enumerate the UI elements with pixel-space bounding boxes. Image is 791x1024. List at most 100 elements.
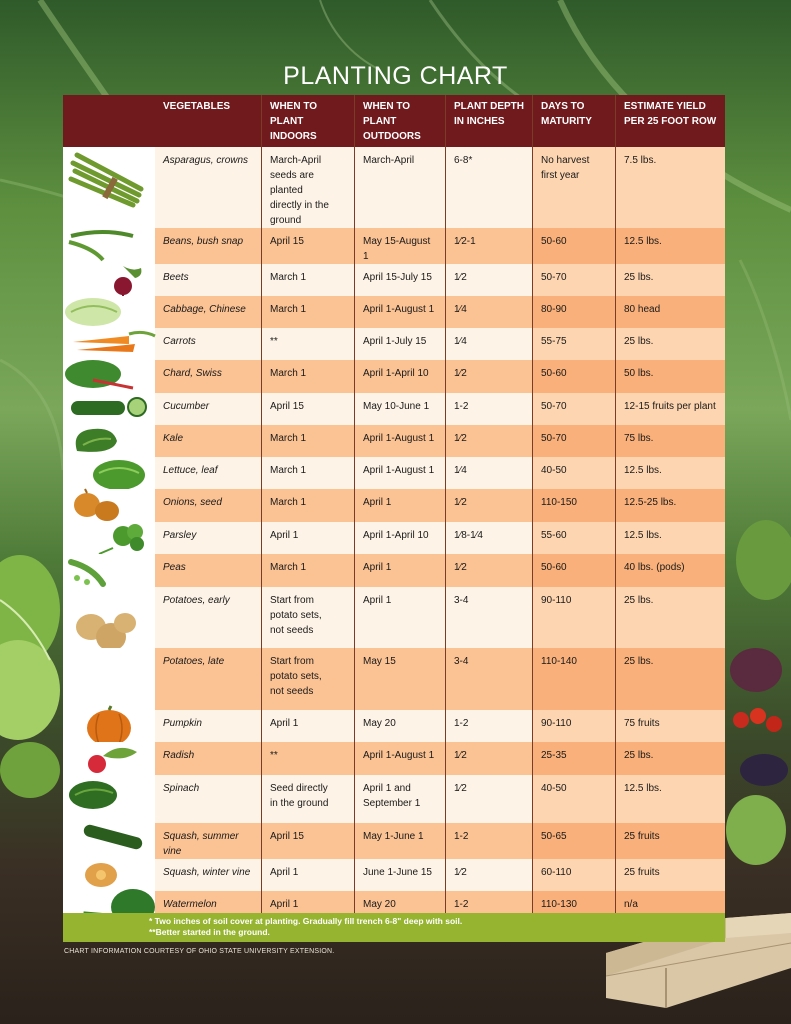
vegetable-image-cell xyxy=(63,393,155,425)
when-outdoors-cell: April 1 and September 1 xyxy=(354,775,446,823)
table-row: Onions, seed March 1 April 1 1⁄2 110-150 12.5… xyxy=(63,488,725,522)
when-indoors-cell: March 1 xyxy=(261,425,355,457)
vegetable-image-cell xyxy=(63,705,155,746)
vegetable-image-cell xyxy=(63,587,155,651)
asparagus-icon xyxy=(68,152,144,208)
plant-depth-cell: 3-4 xyxy=(445,648,533,710)
table-row: Squash, winter vine April 1 June 1-June 15… xyxy=(63,859,725,891)
table-row: Pumpkin April 1 May 20 1-2 90-110 75 fruits xyxy=(63,705,725,746)
header-image-column xyxy=(63,95,155,147)
vegetable-name: Peas xyxy=(155,554,262,587)
chard-icon xyxy=(65,360,134,390)
when-outdoors-cell: April 1 xyxy=(354,587,446,648)
days-maturity-cell: 40-50 xyxy=(532,775,616,823)
planting-chart-table: VEGETABLES WHEN TO PLANT INDOORS WHEN TO PL… xyxy=(63,95,725,941)
estimate-yield-cell: 50 lbs. xyxy=(615,360,725,393)
vegetable-image-cell xyxy=(63,296,155,328)
table-row: Kale March 1 April 1-August 1 1⁄2 50-70 75 lb… xyxy=(63,425,725,457)
days-maturity-cell: 40-50 xyxy=(532,457,616,489)
vegetable-name: Potatoes, late xyxy=(155,648,262,710)
table-row: Beets March 1 April 15-July 15 1⁄2 50-70 25 l… xyxy=(63,264,725,298)
vegetable-name: Radish xyxy=(155,742,262,775)
vegetable-name: Parsley xyxy=(155,522,262,554)
days-maturity-cell: 50-60 xyxy=(532,360,616,393)
when-outdoors-cell: April 1-April 10 xyxy=(354,522,446,554)
vegetable-name: Asparagus, crowns xyxy=(155,147,262,228)
header-days-maturity: DAYS TO MATURITY xyxy=(532,95,616,147)
estimate-yield-cell: 80 head xyxy=(615,296,725,328)
estimate-yield-cell: 12.5 lbs. xyxy=(615,522,725,554)
plant-depth-cell: 1⁄4 xyxy=(445,457,533,489)
header-estimate-yield: ESTIMATE YIELD PER 25 FOOT ROW xyxy=(615,95,725,147)
when-outdoors-cell: May 15-August 1 xyxy=(354,228,446,264)
when-outdoors-cell: May 20 xyxy=(354,710,446,742)
plant-depth-cell: 3-4 xyxy=(445,587,533,648)
vegetable-image-cell xyxy=(63,522,155,555)
days-maturity-cell: 55-75 xyxy=(532,328,616,360)
footnote-trench: * Two inches of soil cover at planting. … xyxy=(149,916,463,926)
days-maturity-cell: 110-140 xyxy=(532,648,616,710)
estimate-yield-cell: 75 lbs. xyxy=(615,425,725,457)
kale-icon xyxy=(75,428,117,452)
onion-icon xyxy=(74,488,119,521)
vegetable-image-cell xyxy=(63,554,155,587)
when-indoors-cell: March-April seeds are planted directly in … xyxy=(261,147,355,228)
vegetable-image-cell xyxy=(63,488,155,522)
plant-depth-cell: 1⁄2-1 xyxy=(445,228,533,264)
days-maturity-cell: 55-60 xyxy=(532,522,616,554)
plant-depth-cell: 1⁄4 xyxy=(445,296,533,328)
vegetable-image-cell xyxy=(63,648,155,710)
when-indoors-cell: March 1 xyxy=(261,554,355,587)
days-maturity-cell: 90-110 xyxy=(532,710,616,742)
when-outdoors-cell: April 1-July 15 xyxy=(354,328,446,360)
when-indoors-cell: April 1 xyxy=(261,710,355,742)
estimate-yield-cell: 12.5 lbs. xyxy=(615,775,725,823)
vegetable-name: Squash, winter vine xyxy=(155,859,262,891)
header-vegetables: VEGETABLES xyxy=(155,95,262,147)
vegetable-name: Spinach xyxy=(155,775,262,823)
table-row: Chard, Swiss March 1 April 1-April 10 1⁄2 50… xyxy=(63,360,725,393)
beet-icon xyxy=(114,266,142,298)
lettuce-icon xyxy=(93,460,145,490)
butternut-squash-icon xyxy=(85,863,117,887)
cucumber-icon xyxy=(71,397,147,417)
plant-depth-cell: 1⁄2 xyxy=(445,264,533,296)
days-maturity-cell: 60-110 xyxy=(532,859,616,891)
lettuce-decoration-icon xyxy=(0,555,60,798)
plant-depth-cell: 1-2 xyxy=(445,823,533,859)
when-indoors-cell: ** xyxy=(261,328,355,360)
days-maturity-cell: 50-60 xyxy=(532,554,616,587)
header-when-outdoors: WHEN TO PLANT OUTDOORS xyxy=(354,95,446,147)
when-outdoors-cell: April 1-August 1 xyxy=(354,425,446,457)
vegetable-image-cell xyxy=(63,264,155,298)
when-indoors-cell: ** xyxy=(261,742,355,775)
table-row: Potatoes, early Start from potato sets, not… xyxy=(63,587,725,651)
vegetable-image-cell xyxy=(63,859,155,891)
days-maturity-cell: 50-70 xyxy=(532,425,616,457)
footnote-ground: **Better started in the ground. xyxy=(149,927,270,937)
days-maturity-cell: 50-70 xyxy=(532,393,616,425)
days-maturity-cell: 50-65 xyxy=(532,823,616,859)
plant-depth-cell: 1⁄2 xyxy=(445,859,533,891)
estimate-yield-cell: 12.5-25 lbs. xyxy=(615,489,725,522)
vegetable-name: Pumpkin xyxy=(155,710,262,742)
table-row: Cucumber April 15 May 10-June 1 1-2 50-70 12-… xyxy=(63,393,725,425)
plant-depth-cell: 1-2 xyxy=(445,393,533,425)
when-outdoors-cell: June 1-June 15 xyxy=(354,859,446,891)
carrot-icon xyxy=(73,330,156,352)
plant-depth-cell: 1⁄2 xyxy=(445,489,533,522)
zucchini-icon xyxy=(83,824,143,850)
vegetable-image-cell xyxy=(63,425,155,457)
when-outdoors-cell: April 1-August 1 xyxy=(354,742,446,775)
when-indoors-cell: April 1 xyxy=(261,859,355,891)
vegetable-name: Potatoes, early xyxy=(155,587,262,648)
vegetable-image-cell xyxy=(63,823,155,859)
when-indoors-cell: March 1 xyxy=(261,360,355,393)
potato-icon xyxy=(76,613,136,651)
days-maturity-cell: 50-60 xyxy=(532,228,616,264)
estimate-yield-cell: 75 fruits xyxy=(615,710,725,742)
vegetable-name: Lettuce, leaf xyxy=(155,457,262,489)
when-outdoors-cell: April 1-August 1 xyxy=(354,457,446,489)
